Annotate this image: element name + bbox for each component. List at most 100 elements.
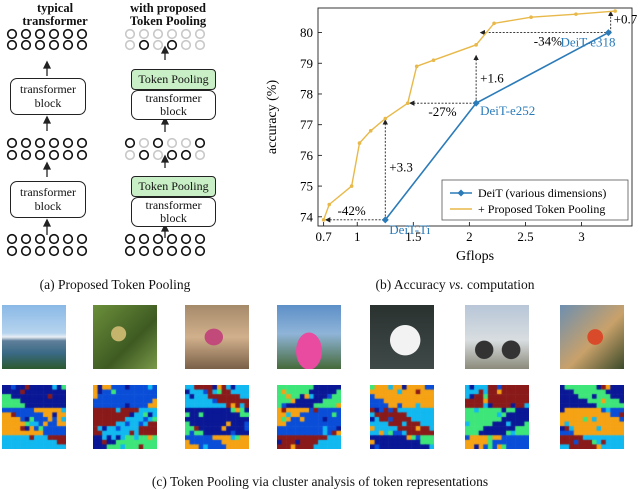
token-circle [62,28,74,40]
token-pooling-point [368,129,373,133]
token-circle [138,149,150,161]
token-circle [138,39,150,51]
cluster-map [185,385,249,449]
token-pooling-box-bottom: Token Pooling [131,176,216,197]
bicycle-photo [465,305,529,369]
token-circle [48,149,60,161]
token-circles [6,28,206,257]
annotation-3-3: +3.3 [389,160,413,175]
token-pooling-point [613,9,617,13]
x-tick-label: 2.5 [517,229,533,244]
token-circle [6,245,18,257]
token-circle [166,149,178,161]
pooled-token-circle [152,39,164,51]
token-circle [34,149,46,161]
x-tick-label: 3 [578,229,585,244]
pooled-token-circle [124,149,136,161]
pooled-token-circle [194,39,206,51]
annotation-27: -27% [428,104,456,119]
cluster-map [560,385,624,449]
token-pooling-point [529,15,533,20]
token-circle [180,245,192,257]
x-tick-label: 1.5 [405,229,421,244]
token-circle [48,39,60,51]
block-line2: block [160,104,187,118]
pooled-token-circle [166,137,178,149]
token-circle [166,245,178,257]
chart-legend: DeiT (various dimensions) + Proposed Toke… [441,179,629,221]
token-pooling-point [414,64,419,69]
caption-b: (b) Accuracy vs. computation [330,277,580,293]
y-tick-label: 74 [300,209,314,224]
token-circle [152,137,164,149]
token-circle [76,137,88,149]
token-circle [180,149,192,161]
token-circle [62,245,74,257]
token-pooling-point [349,184,354,188]
tutu-photo [277,305,341,369]
left-title-line2: transformer [22,14,88,28]
token-circle [48,28,60,40]
cluster-map [465,385,529,449]
token-circle [76,233,88,245]
annotation-34: -34% [534,34,562,49]
token-circle [138,245,150,257]
token-circle [76,39,88,51]
cluster-map [93,385,157,449]
token-pooling-point [383,116,388,121]
token-circle [34,233,46,245]
deit-point [472,99,480,107]
lake-photo [2,305,66,369]
pooled-token-circle [180,137,192,149]
caption-b-vs: vs. [448,277,464,292]
token-circle [20,28,32,40]
right-title-line2: Token Pooling [129,14,207,28]
legend-deit-label: DeiT (various dimensions) [478,186,606,200]
block-line2: block [160,211,187,225]
token-circle [34,137,46,149]
token-pooling-series-line [322,10,616,221]
annotation-42: -42% [338,203,366,218]
token-pooling-point [492,21,496,26]
legend-pool-label: + Proposed Token Pooling [478,202,605,216]
pooled-token-circle [124,39,136,51]
token-circle [62,233,74,245]
token-circle [194,245,206,257]
token-circle [152,245,164,257]
pooled-token-circle [138,137,150,149]
y-tick-label: 75 [300,179,313,194]
block-line1: transformer [20,185,76,199]
token-circle [6,149,18,161]
pooled-token-circle [152,149,164,161]
token-circle [138,233,150,245]
token-circle [20,137,32,149]
transformer-block-top-left: transformer block [10,78,86,115]
pooled-token-circle [138,28,150,40]
token-pooling-point [431,58,436,62]
x-axis-label: Gflops [456,249,494,264]
token-circle [62,137,74,149]
token-circle [6,28,18,40]
token-circle [194,233,206,245]
token-circle [20,39,32,51]
pooled-token-circle [194,28,206,40]
block-line2: block [34,199,62,213]
token-circle [6,137,18,149]
accuracy-chart: 0.7 1 1.5 2 2.5 3 74 75 76 77 78 79 80 Gflops accuracy… [265,7,638,264]
block-line1: transformer [145,198,202,212]
token-circle [76,28,88,40]
annotation-0-7: +0.7 [614,12,638,27]
caption-a: (a) Proposed Token Pooling [39,277,191,292]
token-circle [76,245,88,257]
y-tick-label: 77 [300,117,314,132]
caption-b-prefix: (b) Accuracy [375,277,449,292]
spider-photo [93,305,157,369]
token-circle [6,233,18,245]
token-circle [48,233,60,245]
token-pooling-point [321,218,326,222]
pooled-token-circle [180,28,192,40]
deit-point-label: DeiT-e252 [480,103,535,118]
token-pooling-point [574,12,578,16]
cockatoo-photo [370,305,434,369]
deit-point [381,216,389,224]
